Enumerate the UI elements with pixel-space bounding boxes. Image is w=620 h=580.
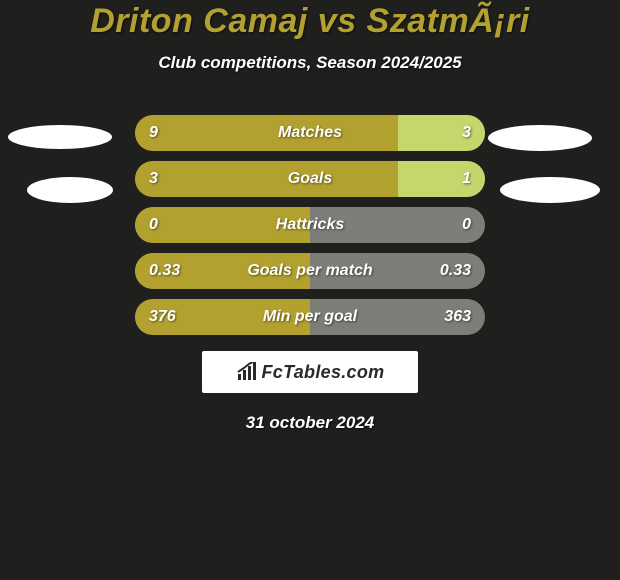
stat-label: Goals (288, 170, 332, 188)
bar-right (398, 115, 486, 151)
stat-label: Goals per match (247, 262, 372, 280)
bar-row: 0.33 Goals per match 0.33 (135, 253, 485, 289)
brand-text: FcTables.com (262, 362, 385, 383)
value-left: 376 (149, 308, 176, 326)
bar-row: 9 Matches 3 (135, 115, 485, 151)
bar-right (398, 161, 486, 197)
player-right-avatar-2 (500, 177, 600, 203)
stat-label: Min per goal (263, 308, 357, 326)
value-left: 3 (149, 170, 158, 188)
chart-icon (236, 362, 258, 382)
player-left-avatar-1 (8, 125, 112, 149)
page-title: Driton Camaj vs SzatmÃ¡ri (0, 0, 620, 41)
bar-row: 3 Goals 1 (135, 161, 485, 197)
subtitle: Club competitions, Season 2024/2025 (0, 53, 620, 73)
value-right: 1 (462, 170, 471, 188)
value-right: 0 (462, 216, 471, 234)
generation-date: 31 october 2024 (0, 413, 620, 433)
comparison-bars: 9 Matches 3 3 Goals 1 0 Hattricks 0 0.33… (135, 115, 485, 335)
brand-attribution[interactable]: FcTables.com (202, 351, 418, 393)
value-left: 9 (149, 124, 158, 142)
value-left: 0 (149, 216, 158, 234)
bar-row: 376 Min per goal 363 (135, 299, 485, 335)
bar-left (135, 161, 398, 197)
stat-label: Matches (278, 124, 342, 142)
bar-row: 0 Hattricks 0 (135, 207, 485, 243)
player-right-avatar-1 (488, 125, 592, 151)
value-right: 3 (462, 124, 471, 142)
value-left: 0.33 (149, 262, 180, 280)
value-right: 363 (444, 308, 471, 326)
value-right: 0.33 (440, 262, 471, 280)
player-left-avatar-2 (27, 177, 113, 203)
bar-left (135, 115, 398, 151)
stat-label: Hattricks (276, 216, 344, 234)
